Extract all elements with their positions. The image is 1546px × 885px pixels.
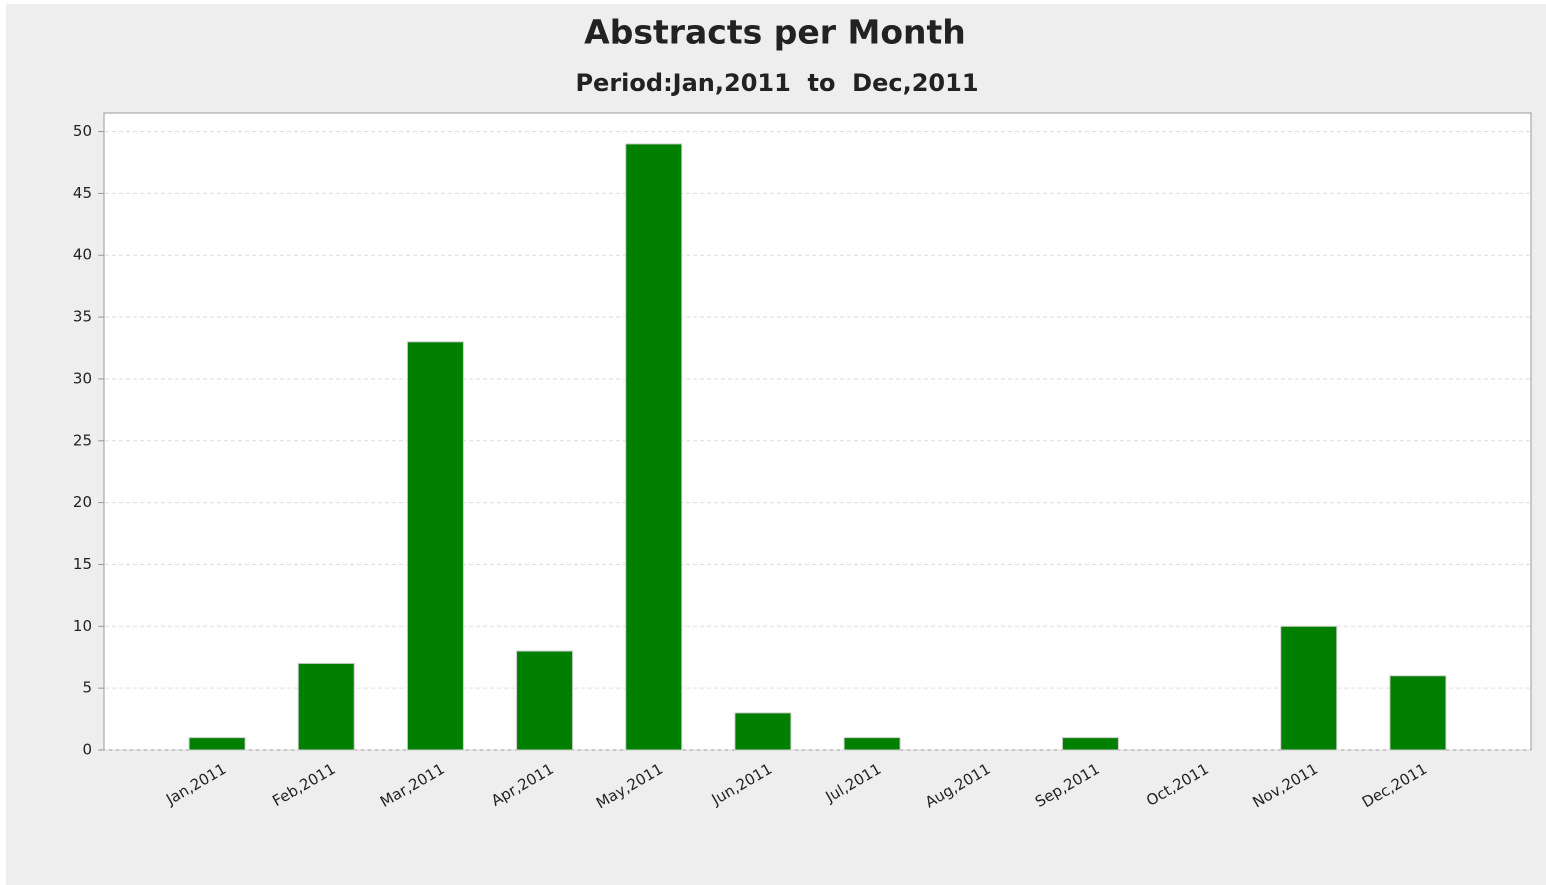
bar	[843, 737, 901, 751]
bar	[406, 341, 464, 751]
y-tick-label: 40	[73, 246, 92, 264]
bar	[625, 143, 683, 751]
y-tick-label: 15	[73, 555, 92, 573]
bar	[1061, 737, 1119, 751]
bar	[734, 712, 792, 751]
bar	[188, 737, 246, 751]
y-tick-label: 20	[73, 493, 92, 511]
chart-title: Abstracts per Month	[584, 13, 966, 52]
y-tick-label: 5	[82, 679, 92, 697]
bar	[1389, 675, 1447, 751]
y-tick-label: 0	[82, 741, 92, 759]
y-tick-label: 35	[73, 308, 92, 326]
y-tick-label: 45	[73, 184, 92, 202]
chart-subtitle: Period:Jan,2011 to Dec,2011	[575, 69, 978, 97]
y-tick-label: 50	[73, 122, 92, 140]
bar	[297, 662, 355, 751]
y-tick-label: 25	[73, 431, 92, 449]
bar	[516, 650, 574, 751]
y-tick-label: 30	[73, 369, 92, 387]
bar	[1280, 625, 1338, 751]
y-tick-label: 10	[73, 617, 92, 635]
